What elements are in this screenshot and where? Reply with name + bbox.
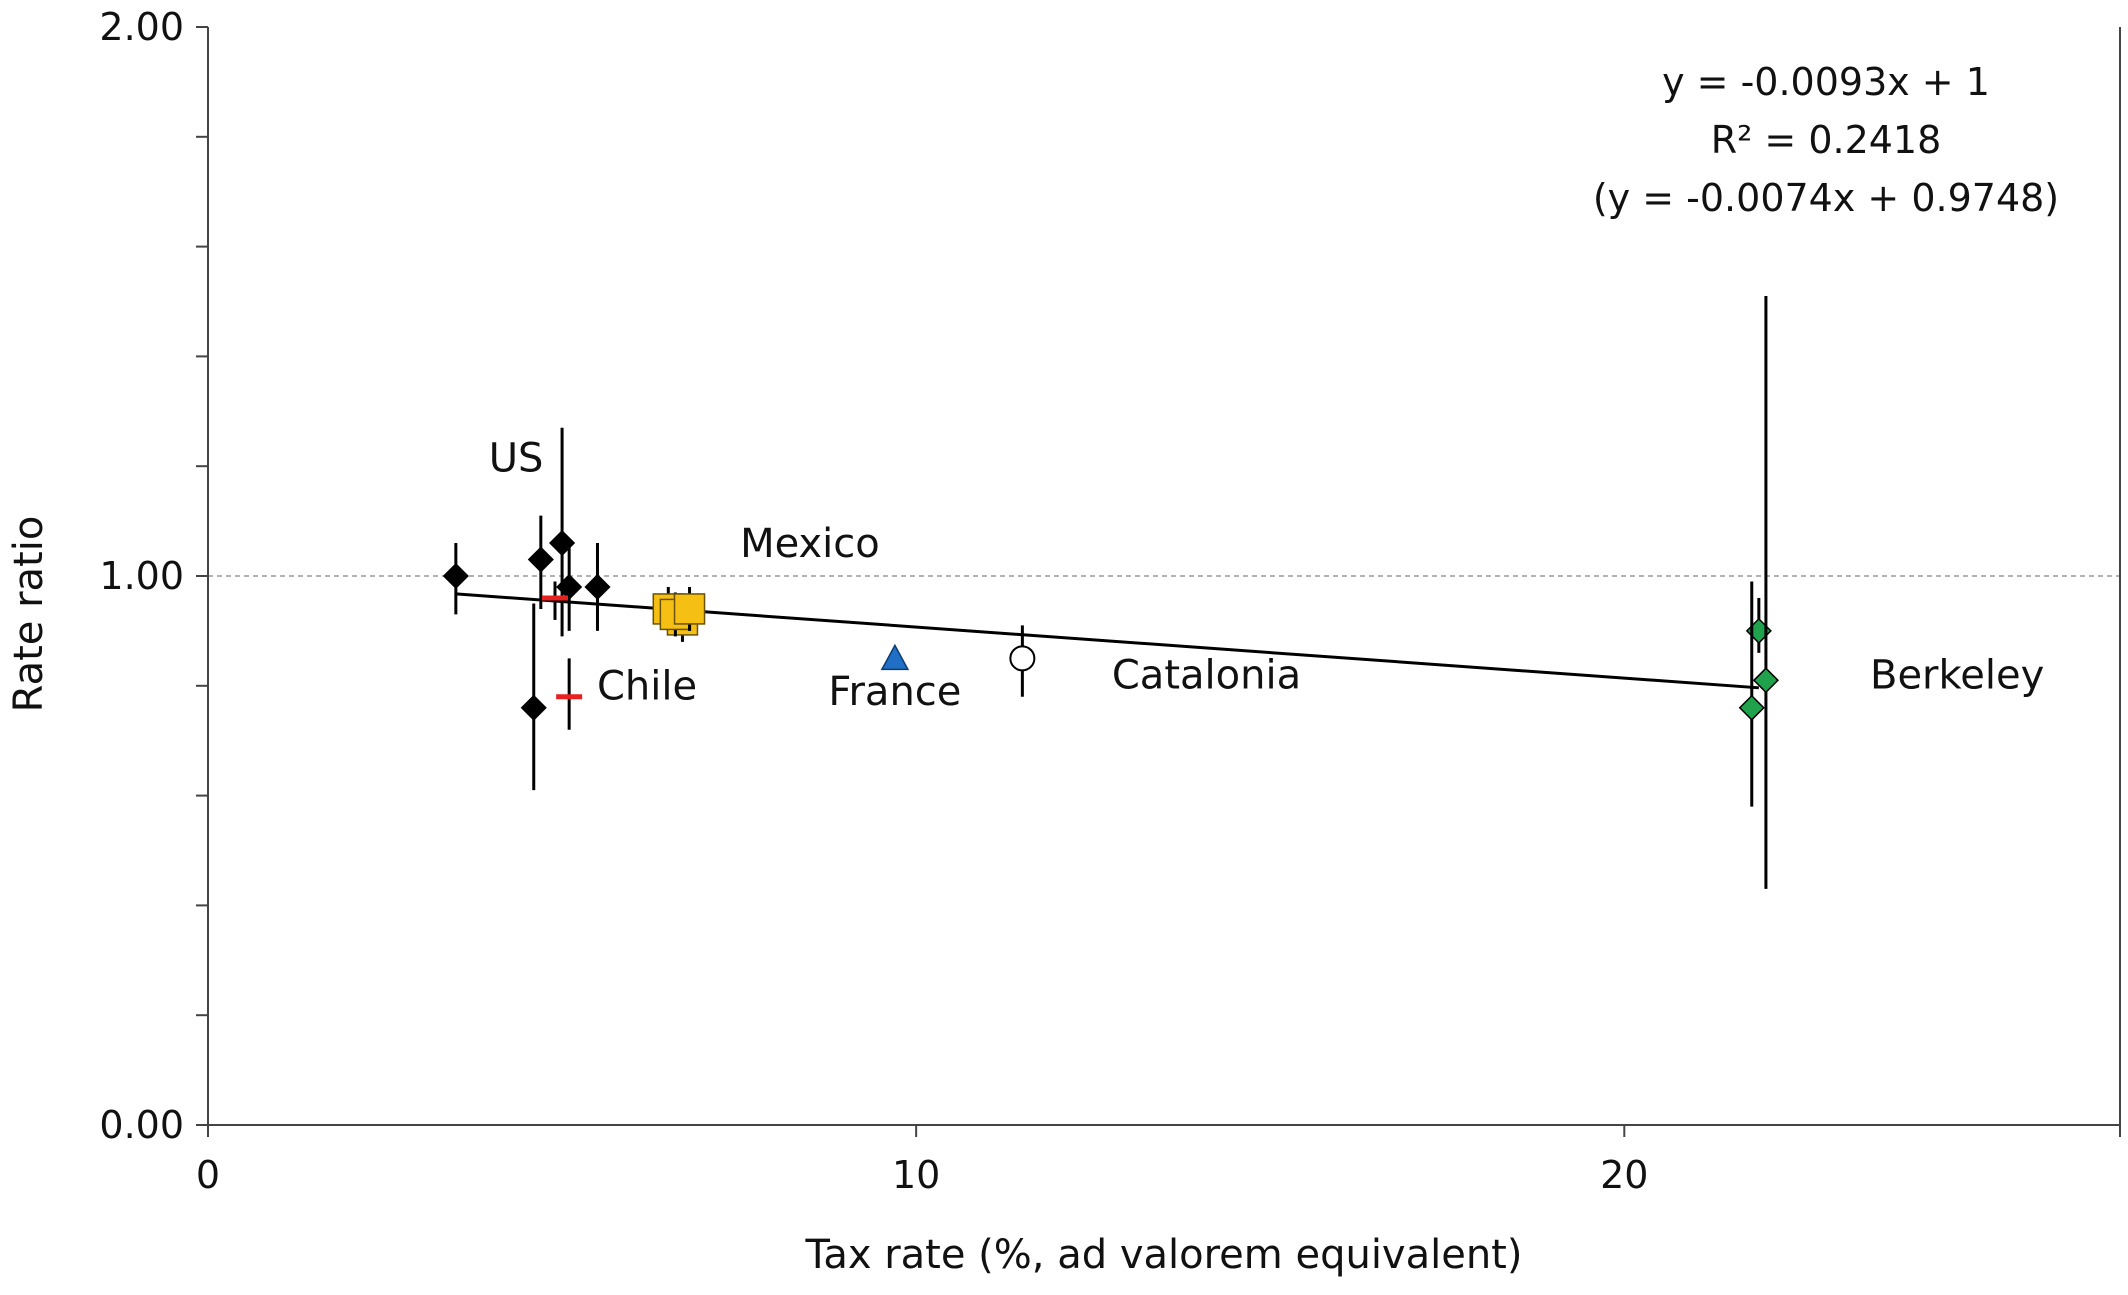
label-catalonia: Catalonia xyxy=(1112,653,1301,699)
us-point xyxy=(584,573,611,601)
y-axis-title: Rate ratio xyxy=(6,516,52,713)
y-tick-label: 1.00 xyxy=(99,554,184,598)
label-mexico: Mexico xyxy=(740,521,880,567)
equation-line: R² = 0.2418 xyxy=(1711,118,1942,162)
catalonia-point xyxy=(1009,645,1036,672)
us-point xyxy=(520,694,547,721)
x-tick-label: 10 xyxy=(892,1153,940,1197)
data-points xyxy=(442,296,1779,889)
y-tick-label: 2.00 xyxy=(99,5,184,49)
label-berkeley: Berkeley xyxy=(1870,653,2044,699)
berkeley-point xyxy=(1738,694,1765,721)
us-point xyxy=(556,573,583,601)
label-france: France xyxy=(828,669,961,715)
label-us: US xyxy=(489,436,544,482)
mexico-point xyxy=(673,593,706,625)
equation-line: y = -0.0093x + 1 xyxy=(1662,60,1990,104)
x-tick-label: 20 xyxy=(1600,1153,1648,1197)
label-chile: Chile xyxy=(597,664,697,710)
berkeley-point xyxy=(1752,667,1779,694)
group-labels: US Mexico Chile France Catalonia Berkeley xyxy=(489,436,2045,715)
y-tick-label: 0.00 xyxy=(99,1103,184,1147)
equation-line: (y = -0.0074x + 0.9748) xyxy=(1593,176,2059,220)
axis-ticks: 0.00 1.00 2.00 0 10 20 xyxy=(99,5,2121,1197)
equation-block: y = -0.0093x + 1 R² = 0.2418 (y = -0.0074x… xyxy=(1593,60,2059,220)
us-point xyxy=(442,562,469,590)
us-point xyxy=(527,546,554,573)
x-tick-label: 0 xyxy=(196,1153,220,1197)
france-point xyxy=(880,643,910,671)
x-axis-title: Tax rate (%, ad valorem equivalent) xyxy=(805,1232,1523,1278)
